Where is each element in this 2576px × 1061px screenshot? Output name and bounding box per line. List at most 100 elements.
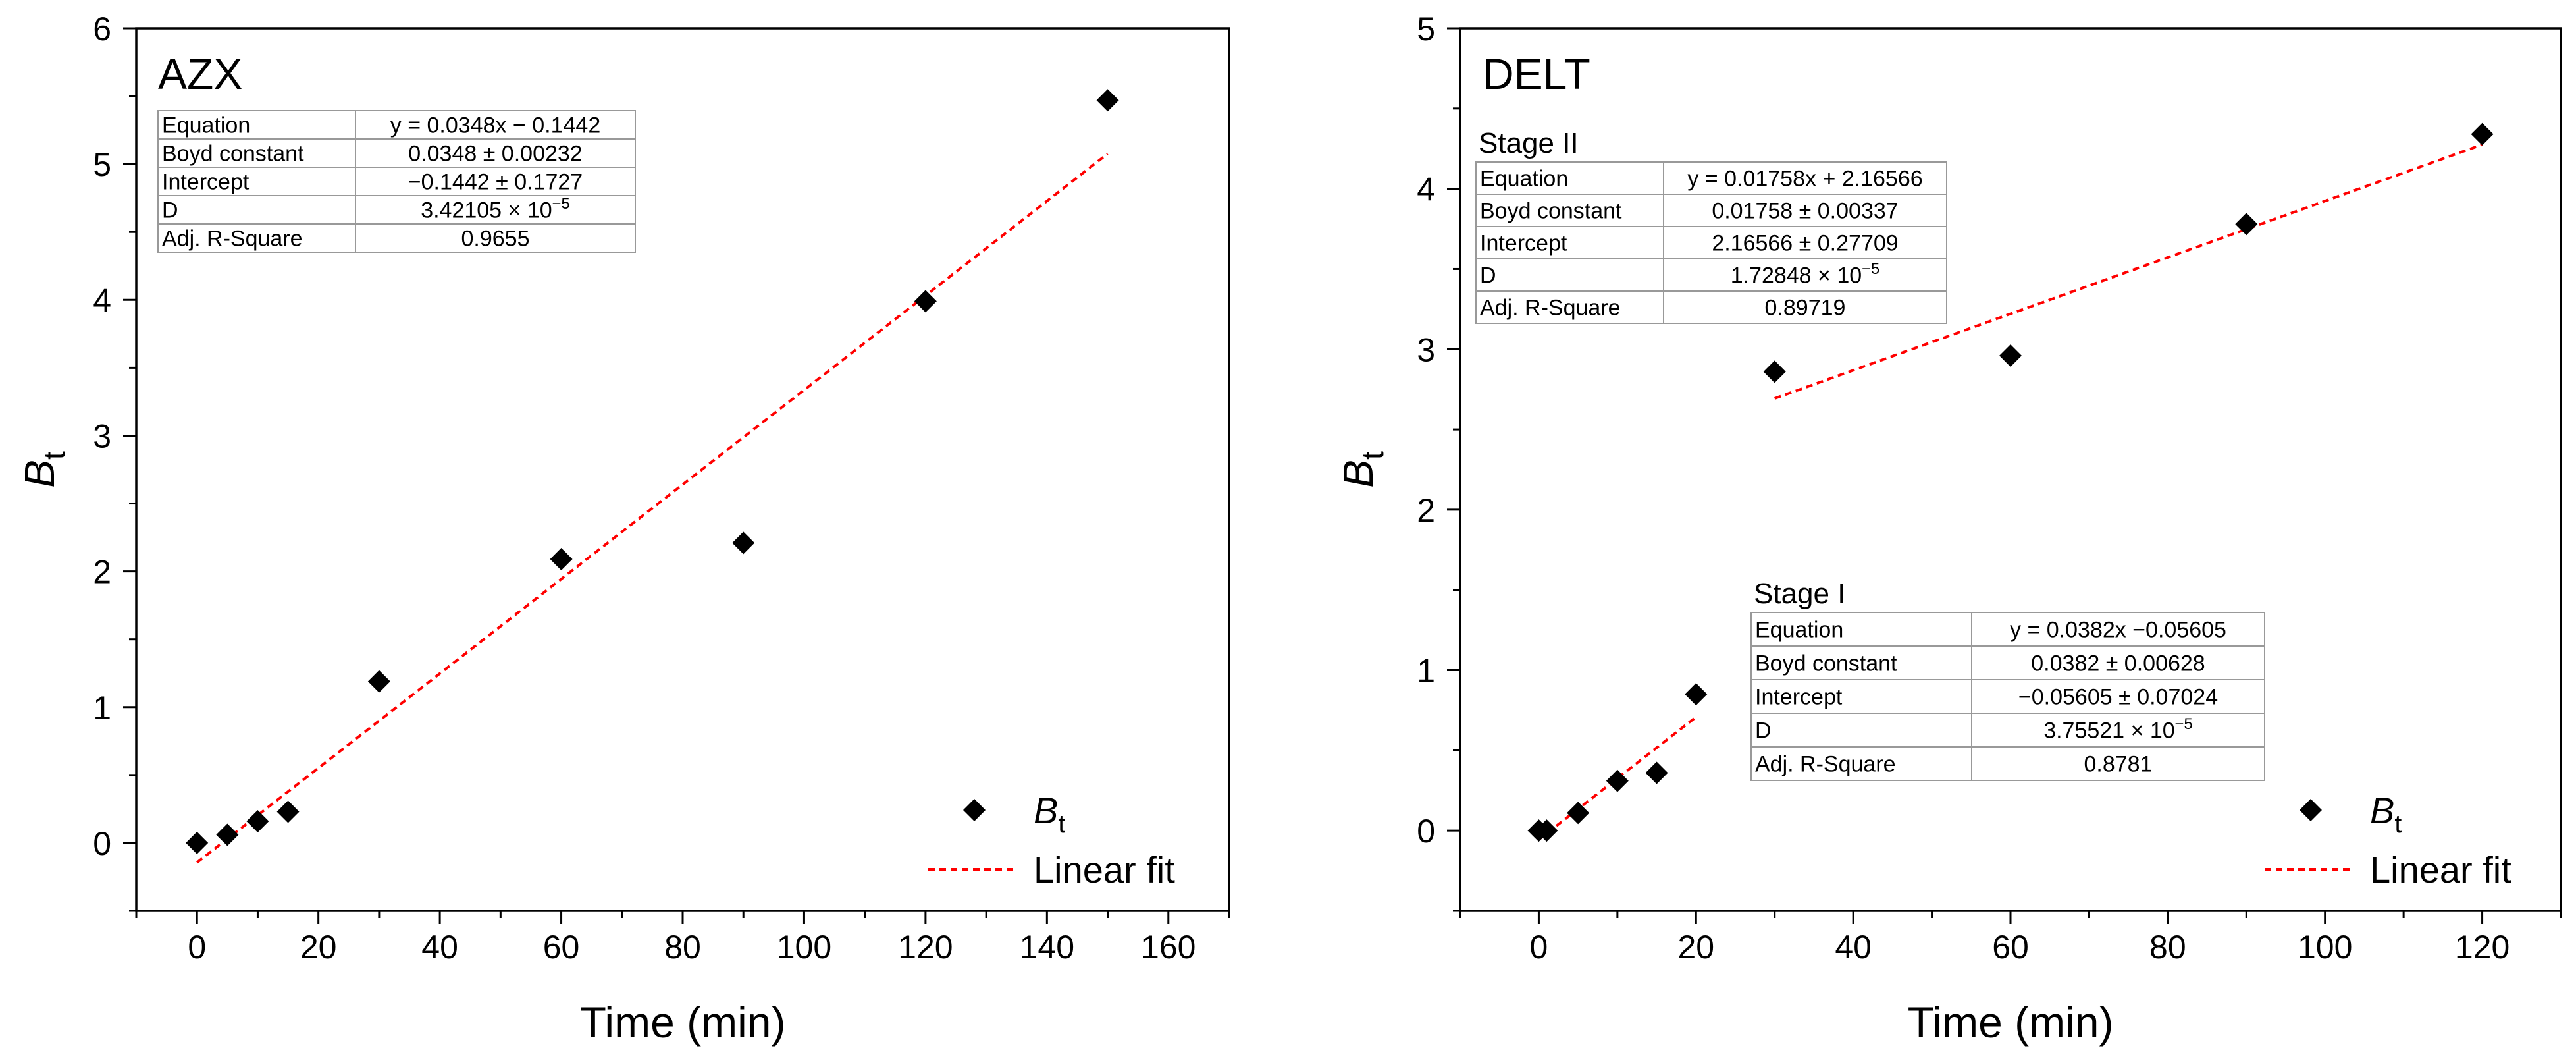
- data-point: [276, 800, 300, 823]
- x-axis-label: Time (min): [580, 998, 786, 1047]
- stats-table-label: Equation: [1755, 618, 1843, 643]
- stats-table-value: 3.42105 × 10−5: [421, 195, 570, 223]
- y-axis-label-subscript: t: [1355, 451, 1390, 460]
- data-point: [367, 670, 390, 693]
- x-tick-label: 100: [2298, 929, 2352, 966]
- stats-table-value-main: 0.89719: [1765, 296, 1846, 321]
- y-tick-label: 4: [1417, 171, 1435, 208]
- legend-label-marker: Bt: [1034, 790, 1065, 838]
- y-axis-label-main: B: [16, 460, 63, 488]
- stats-table-label: Adj. R-Square: [1755, 752, 1896, 777]
- legend: Bt Linear fit: [2265, 790, 2511, 890]
- legend-label-marker: Bt: [2370, 790, 2402, 838]
- stats-table-label: Intercept: [1480, 231, 1567, 256]
- legend-label-line: Linear fit: [1034, 849, 1175, 890]
- data-point: [732, 531, 755, 555]
- stats-table-label: Intercept: [1755, 685, 1843, 710]
- stats-table-value: y = 0.0382x −0.05605: [2010, 618, 2226, 643]
- y-tick-label: 3: [93, 418, 111, 454]
- stats-table-value-main: y = 0.0348x − 0.1442: [390, 113, 600, 138]
- stats-table-value-main: 3.42105 × 10: [421, 198, 552, 223]
- stats-table-frame: [1475, 161, 1947, 324]
- stats-table-label: D: [1480, 263, 1496, 288]
- x-tick-label: 120: [898, 929, 953, 966]
- stats-table-label: Equation: [1480, 167, 1568, 192]
- legend-label-marker-subscript: t: [1058, 810, 1065, 838]
- data-point: [2235, 213, 2258, 236]
- stats-table-value-main: 0.0348 ± 0.00232: [408, 142, 582, 167]
- chart-panel-1: 0 20 40 60 80 100 120 140 160 0 1 2 3 4 5 6 Time (min) Bt…: [16, 11, 1230, 1047]
- data-point: [1096, 89, 1119, 112]
- fit-line-2: [1774, 143, 2483, 400]
- stats-table-value: 0.0348 ± 0.00232: [408, 142, 582, 167]
- y-axis-label: Bt: [1334, 451, 1390, 488]
- x-axis-label: Time (min): [1908, 998, 2114, 1047]
- stats-table-value: 2.16566 ± 0.27709: [1712, 231, 1898, 256]
- stats-table-value: y = 0.01758x + 2.16566: [1687, 167, 1922, 192]
- stats-table: Equation y = 0.0348x − 0.1442 Boyd constan…: [157, 110, 636, 253]
- data-point: [1645, 761, 1668, 784]
- x-tick-label: 40: [421, 929, 458, 966]
- stats-table-label: Boyd constant: [1755, 651, 1897, 676]
- stats-table-value-main: −0.1442 ± 0.1727: [408, 170, 583, 195]
- stats-table-label: Intercept: [162, 170, 250, 195]
- stats-table-value-main: 0.9655: [461, 227, 530, 252]
- stats-table-value: y = 0.0348x − 0.1442: [390, 113, 600, 138]
- stats-table-value: 0.9655: [461, 227, 530, 252]
- data-point: [1685, 683, 1708, 706]
- stats-table-value-main: 1.72848 × 10: [1731, 263, 1862, 288]
- y-axis-label: Bt: [16, 451, 71, 488]
- y-tick-label: 2: [93, 554, 111, 591]
- y-tick-label: 2: [1417, 492, 1435, 529]
- panel-title: AZX: [158, 49, 242, 98]
- data-point: [246, 809, 269, 832]
- data-point: [1763, 360, 1786, 383]
- stats-table: Stage I Equation y = 0.0382x −0.05605 Boyd …: [1750, 578, 2265, 781]
- chart-panel-2: 0 20 40 60 80 100 120 0 1 2 3 4 5 Time (min) Bt DELT Sta…: [1334, 11, 2562, 1047]
- stats-table-value-exponent: −5: [1862, 260, 1879, 278]
- y-axis-label-subscript: t: [37, 451, 71, 460]
- x-tick-label: 0: [188, 929, 206, 966]
- x-tick-label: 120: [2455, 929, 2510, 966]
- stats-table-value: 0.0382 ± 0.00628: [2031, 651, 2205, 676]
- x-tick-label: 60: [543, 929, 580, 966]
- data-point: [216, 823, 239, 846]
- x-tick-label: 40: [1835, 929, 1872, 966]
- legend: Bt Linear fit: [928, 790, 1175, 890]
- stats-table-label: D: [162, 198, 178, 223]
- legend-label-marker-subscript: t: [2394, 810, 2402, 838]
- stats-table-value: −0.1442 ± 0.1727: [408, 170, 583, 195]
- stats-table-value-main: y = 0.01758x + 2.16566: [1687, 167, 1922, 192]
- stats-table-title: Stage I: [1754, 578, 1845, 610]
- y-tick-label: 5: [93, 146, 111, 183]
- data-point: [1535, 819, 1558, 842]
- data-point: [186, 831, 209, 854]
- x-tick-label: 100: [777, 929, 831, 966]
- x-tick-label: 160: [1141, 929, 1196, 966]
- data-point: [914, 290, 937, 313]
- x-tick-label: 20: [300, 929, 337, 966]
- stats-table-value: 0.89719: [1765, 296, 1846, 321]
- stats-table-value-main: −0.05605 ± 0.07024: [2018, 685, 2218, 710]
- legend-marker: [963, 799, 986, 821]
- stats-table-value: −0.05605 ± 0.07024: [2018, 685, 2218, 710]
- data-point: [2471, 122, 2494, 146]
- data-point: [1606, 769, 1629, 792]
- y-tick-label: 1: [93, 690, 111, 726]
- stats-table-title: Stage II: [1479, 127, 1579, 159]
- y-tick-label: 4: [93, 282, 111, 319]
- stats-table-value-main: y = 0.0382x −0.05605: [2010, 618, 2226, 643]
- x-tick-label: 80: [664, 929, 701, 966]
- stats-table-label: Adj. R-Square: [162, 227, 303, 252]
- stats-table-value-main: 0.01758 ± 0.00337: [1712, 199, 1898, 224]
- y-tick-label: 6: [93, 11, 111, 47]
- legend-label-line: Linear fit: [2370, 849, 2511, 890]
- stats-table-value: 0.01758 ± 0.00337: [1712, 199, 1898, 224]
- stats-table-frame: [157, 110, 636, 253]
- stats-table-value-main: 3.75521 × 10: [2043, 719, 2174, 744]
- x-tick-label: 0: [1530, 929, 1548, 966]
- y-tick-label: 0: [93, 825, 111, 862]
- data-point: [550, 548, 573, 571]
- stats-table-value-exponent: −5: [552, 195, 570, 213]
